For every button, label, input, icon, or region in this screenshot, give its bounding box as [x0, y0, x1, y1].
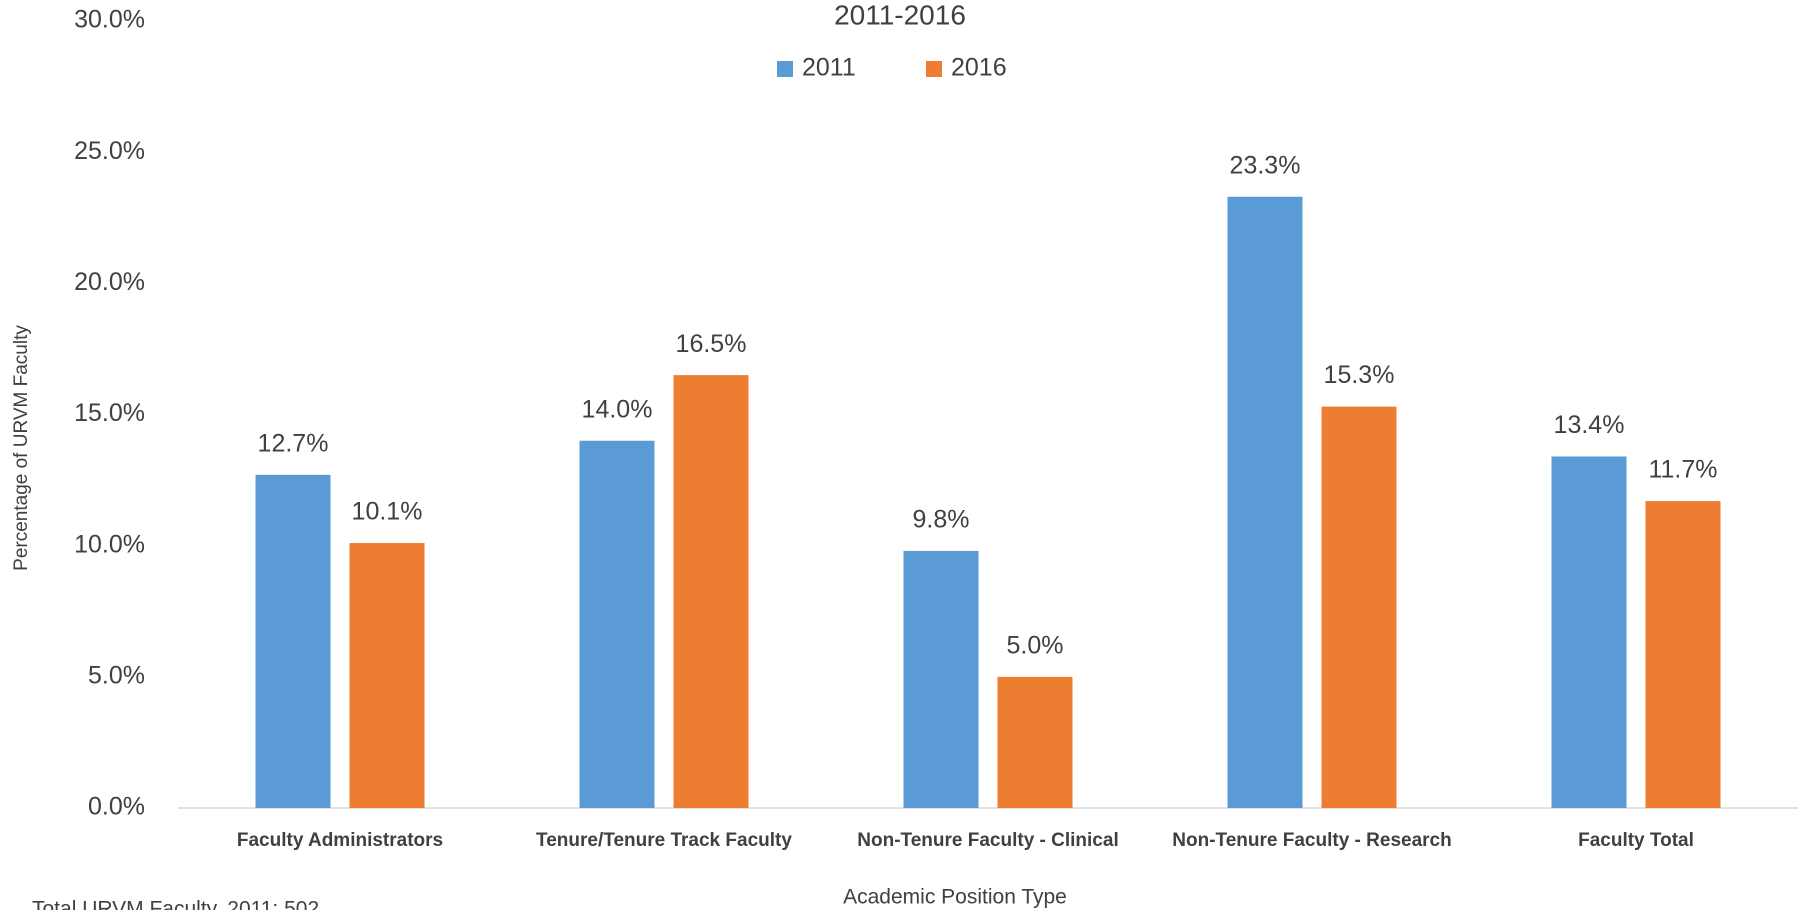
data-label: 10.1% [352, 498, 423, 526]
chart-title: 2011-2016 [834, 0, 966, 30]
y-tick-label: 25.0% [74, 137, 145, 165]
x-tick-label: Non-Tenure Faculty - Clinical [857, 830, 1118, 851]
bar [349, 543, 425, 808]
x-axis-label: Academic Position Type [843, 886, 1067, 909]
x-tick-label: Faculty Administrators [237, 830, 443, 851]
data-label: 9.8% [913, 506, 970, 534]
y-tick-label: 0.0% [88, 793, 145, 821]
data-label: 15.3% [1324, 361, 1395, 389]
x-tick-label: Non-Tenure Faculty - Research [1172, 830, 1451, 851]
legend-label: 2016 [951, 54, 1007, 82]
y-tick-label: 5.0% [88, 661, 145, 689]
bar [1551, 456, 1627, 808]
bar [903, 550, 979, 808]
data-label: 23.3% [1230, 151, 1301, 179]
legend-label: 2011 [802, 54, 856, 82]
annotation: Total URVM Faculty, 2011: 502 [32, 898, 319, 910]
bar [1645, 501, 1721, 808]
legend-swatch [777, 61, 793, 77]
data-label: 13.4% [1554, 411, 1625, 439]
bar [255, 474, 331, 808]
bar [673, 375, 749, 808]
data-label: 5.0% [1007, 631, 1064, 659]
bar [997, 676, 1073, 808]
x-tick-label: Faculty Total [1578, 830, 1694, 851]
y-tick-label: 20.0% [74, 268, 145, 296]
data-label: 11.7% [1648, 456, 1717, 484]
y-tick-label: 30.0% [74, 6, 145, 34]
bar [1227, 196, 1303, 809]
y-axis-label: Percentage of URVM Faculty [11, 325, 32, 571]
legend-swatch [926, 61, 942, 77]
bar [1321, 406, 1397, 808]
y-tick-label: 15.0% [74, 399, 145, 427]
x-tick-label: Tenure/Tenure Track Faculty [536, 830, 792, 851]
data-label: 14.0% [582, 395, 653, 423]
data-label: 12.7% [258, 429, 329, 457]
bar [579, 440, 655, 808]
y-tick-label: 10.0% [74, 530, 145, 558]
data-label: 16.5% [676, 330, 747, 358]
